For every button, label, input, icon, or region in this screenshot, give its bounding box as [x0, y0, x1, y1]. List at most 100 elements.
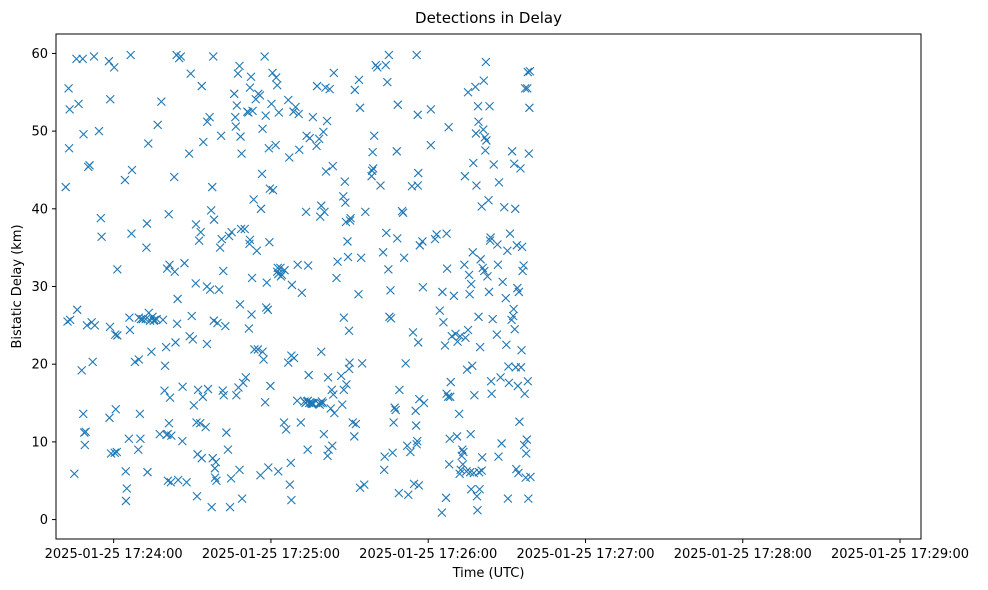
data-point	[294, 109, 304, 119]
data-point	[191, 219, 201, 229]
data-point	[248, 106, 257, 116]
data-point	[464, 270, 474, 280]
data-point	[316, 201, 326, 211]
data-point	[321, 167, 331, 176]
data-point	[339, 313, 349, 322]
x-tick-label: 2025-01-25 17:25:00	[202, 547, 340, 562]
data-point	[442, 229, 451, 239]
data-point	[105, 322, 115, 332]
data-point	[182, 477, 191, 487]
data-point	[156, 97, 166, 106]
data-point	[357, 359, 367, 368]
data-point	[319, 429, 329, 439]
data-point	[382, 77, 392, 87]
data-point	[72, 305, 82, 315]
data-point	[411, 406, 421, 416]
data-point	[501, 340, 511, 350]
data-point	[277, 270, 287, 280]
data-point	[494, 178, 504, 187]
data-point	[135, 409, 145, 419]
data-point	[237, 149, 246, 159]
data-point	[85, 160, 94, 170]
data-point	[471, 82, 480, 92]
data-point	[163, 476, 173, 486]
data-point	[426, 140, 436, 150]
data-point	[329, 68, 339, 78]
data-point	[503, 494, 513, 503]
data-point	[126, 50, 136, 60]
data-point	[296, 418, 306, 427]
data-point	[263, 305, 273, 315]
data-point	[216, 131, 226, 141]
data-point	[231, 122, 241, 131]
data-point	[305, 133, 315, 143]
data-point	[245, 239, 254, 249]
data-point	[162, 264, 172, 274]
data-point	[160, 361, 170, 371]
data-point	[398, 208, 408, 218]
data-point	[379, 465, 389, 475]
data-point	[455, 331, 465, 341]
scatter-points	[61, 50, 535, 517]
data-point	[458, 447, 468, 457]
data-point	[510, 324, 520, 334]
data-point	[283, 358, 293, 368]
data-point	[280, 265, 289, 275]
data-point	[258, 347, 267, 357]
data-point	[332, 273, 341, 283]
data-point	[378, 247, 388, 257]
data-point	[526, 472, 535, 482]
data-point	[188, 334, 198, 344]
data-point	[497, 439, 506, 448]
data-point	[523, 376, 533, 386]
data-point	[170, 267, 180, 277]
data-point	[247, 310, 256, 319]
data-point	[236, 224, 246, 234]
data-point	[466, 484, 476, 494]
data-point	[303, 445, 313, 455]
data-point	[475, 484, 484, 494]
data-point	[494, 452, 503, 462]
y-tick-label: 0	[40, 513, 48, 528]
data-point	[158, 315, 168, 325]
data-point	[258, 124, 267, 134]
data-point	[402, 441, 412, 451]
data-point	[468, 247, 478, 257]
data-point	[203, 384, 213, 394]
data-point	[253, 345, 263, 354]
data-point	[412, 50, 422, 60]
data-point	[499, 202, 509, 212]
data-point	[262, 278, 272, 288]
data-point	[235, 299, 245, 309]
data-point	[342, 380, 351, 389]
data-point	[195, 418, 205, 428]
data-point	[229, 89, 239, 99]
data-point	[338, 191, 348, 201]
data-point	[368, 164, 378, 173]
data-point	[485, 236, 495, 246]
x-tick-label: 2025-01-25 17:27:00	[516, 547, 654, 562]
data-point	[340, 177, 350, 187]
data-point	[501, 293, 511, 303]
data-point	[122, 484, 132, 493]
data-point	[164, 209, 174, 219]
data-point	[391, 405, 401, 415]
data-point	[463, 325, 473, 335]
data-point	[488, 314, 498, 324]
data-point	[69, 469, 79, 479]
data-point	[517, 242, 527, 252]
data-point	[191, 279, 201, 288]
data-point	[105, 413, 114, 423]
data-point	[343, 237, 352, 246]
data-point	[326, 404, 336, 413]
data-point	[293, 260, 303, 270]
data-point	[221, 428, 231, 437]
data-point	[212, 476, 221, 486]
data-point	[125, 313, 134, 322]
data-point	[522, 435, 532, 444]
data-point	[207, 182, 217, 192]
data-point	[354, 289, 363, 299]
data-point	[110, 330, 120, 340]
data-point	[519, 261, 529, 270]
data-point	[312, 141, 321, 151]
